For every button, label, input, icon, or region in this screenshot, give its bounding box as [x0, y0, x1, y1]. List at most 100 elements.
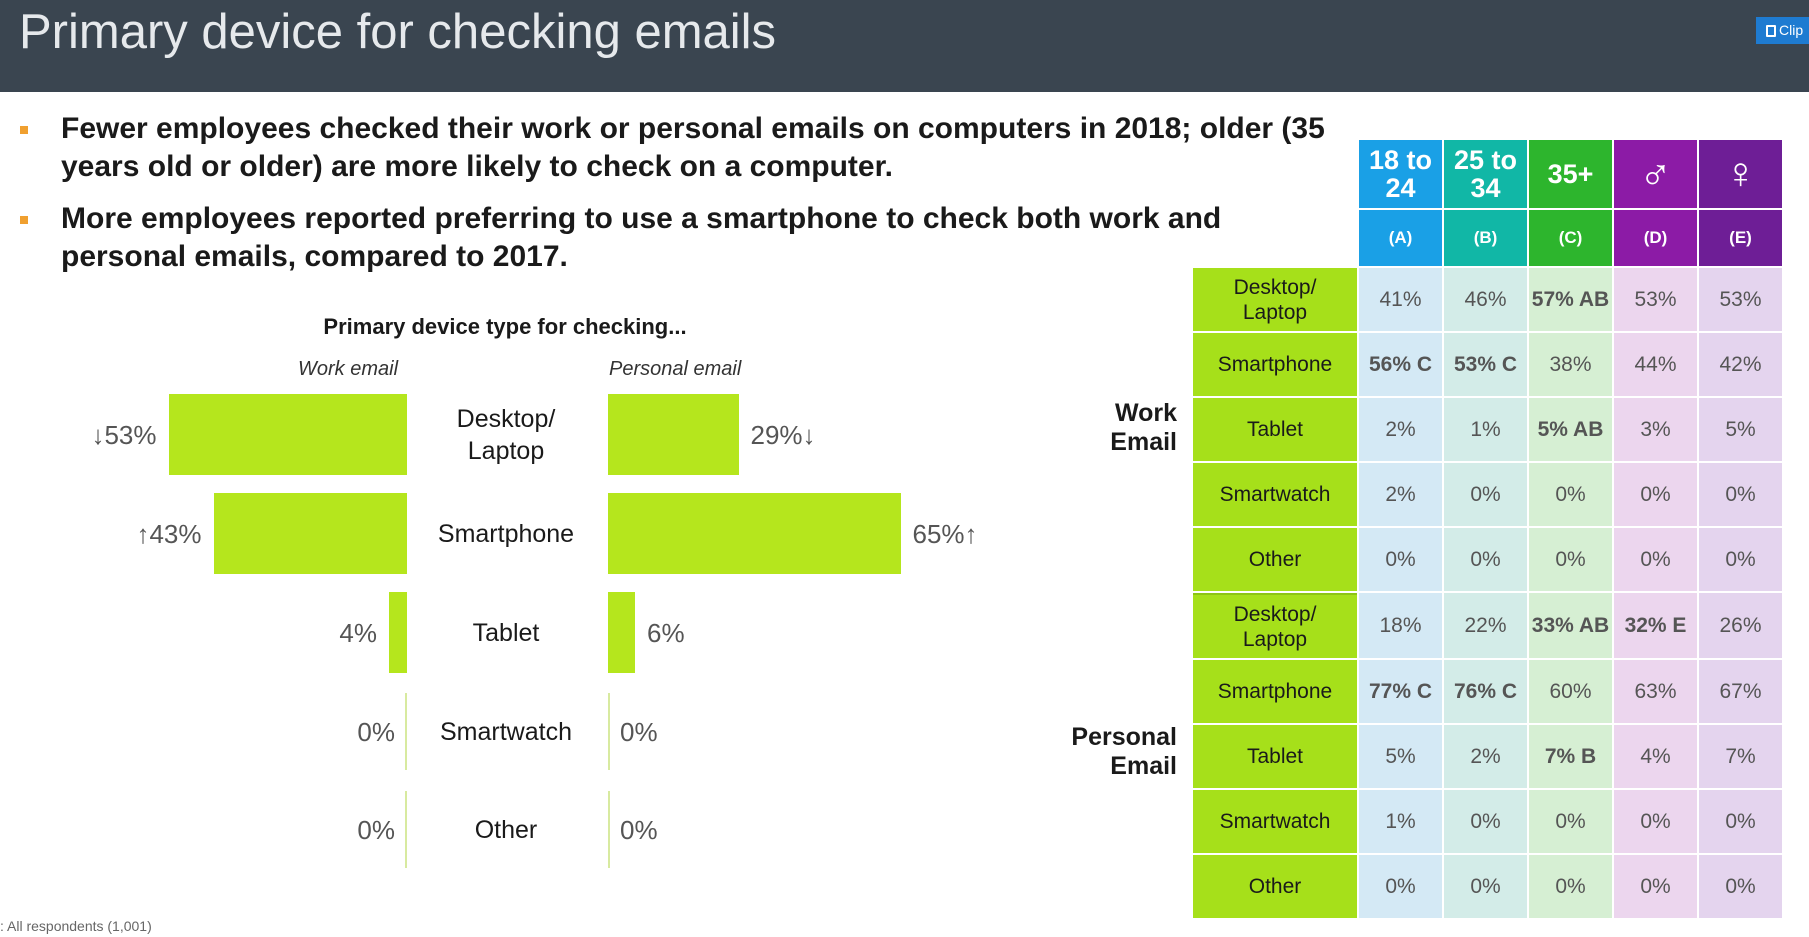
row-label: Tablet [1193, 398, 1357, 461]
table-cell: 0% [1444, 528, 1527, 591]
row-label: Other [1193, 528, 1357, 591]
table-cell: 0% [1444, 790, 1527, 853]
table-cell: 0% [1444, 855, 1527, 918]
bullet-marker [20, 216, 28, 224]
personal-bar [608, 493, 901, 574]
personal-bar [608, 394, 739, 475]
row-label: Smartphone [1193, 333, 1357, 396]
table-corner [1193, 140, 1357, 266]
table-cell: 0% [1359, 855, 1442, 918]
personal-value-label: 65%↑ [912, 518, 978, 549]
table-row: Smartwatch 2% 0% 0% 0% 0% [1193, 463, 1782, 526]
table-cell: 2% [1359, 463, 1442, 526]
column-code: (A) [1359, 210, 1442, 266]
personal-zero-line [608, 791, 610, 868]
work-bar [389, 592, 407, 673]
header-bar: Primary device for checking emails [0, 0, 1809, 92]
bullet-marker [20, 126, 28, 134]
table-cell: 38% [1529, 333, 1612, 396]
table-row: Smartwatch 1% 0% 0% 0% 0% [1193, 790, 1782, 853]
category-label: Tablet [472, 618, 540, 647]
table-cell: 63% [1614, 660, 1697, 723]
table-cell: 5% [1699, 398, 1782, 461]
personal-bar [608, 592, 635, 673]
table-row: Smartphone 56% C 53% C 38% 44% 42% [1193, 333, 1782, 396]
table-cell: 0% [1529, 790, 1612, 853]
table-cell: 77% C [1359, 660, 1442, 723]
table-cell: 33% AB [1529, 593, 1612, 658]
table-cell: 2% [1359, 398, 1442, 461]
demographic-table: 18 to 24 25 to 34 35+ ♂ ♀ (A) (B) (C) (D) (E) Deskto… [1191, 138, 1784, 920]
group-label: Personal Email [1071, 723, 1177, 780]
column-header: 25 to 34 [1444, 140, 1527, 208]
work-zero-line [405, 693, 407, 770]
column-header: 35+ [1529, 140, 1612, 208]
personal-value-label: 0% [620, 814, 658, 845]
table-cell: 7% [1699, 725, 1782, 788]
table-cell: 0% [1359, 528, 1442, 591]
row-label: Other [1193, 855, 1357, 918]
table-cell: 22% [1444, 593, 1527, 658]
table-cell: 41% [1359, 268, 1442, 331]
table-cell: 0% [1529, 463, 1612, 526]
personal-zero-line [608, 693, 610, 770]
table-cell: 0% [1699, 790, 1782, 853]
row-label: Desktop/Laptop [1193, 268, 1357, 331]
table-row: Desktop/Laptop 18% 22% 33% AB 32% E 26% [1193, 593, 1782, 658]
row-label: Smartwatch [1193, 463, 1357, 526]
table-cell: 67% [1699, 660, 1782, 723]
column-header: ♀ [1699, 140, 1782, 208]
table-cell: 5% [1359, 725, 1442, 788]
table-cell: 56% C [1359, 333, 1442, 396]
personal-value-label: 0% [620, 716, 658, 747]
work-value-label: 0% [357, 716, 395, 747]
chart-title: Primary device type for checking... [323, 314, 687, 339]
clip-icon [1766, 25, 1776, 37]
table-cell: 0% [1529, 855, 1612, 918]
personal-email-heading: Personal email [609, 358, 742, 380]
table-cell: 1% [1444, 398, 1527, 461]
work-value-label: ↑43% [136, 518, 202, 549]
table-cell: 0% [1614, 528, 1697, 591]
table-cell: 4% [1614, 725, 1697, 788]
table-row: Other 0% 0% 0% 0% 0% [1193, 855, 1782, 918]
table-cell: 2% [1444, 725, 1527, 788]
personal-value-label: 6% [647, 617, 685, 648]
work-value-label: 4% [339, 617, 377, 648]
row-label: Desktop/Laptop [1193, 593, 1357, 658]
table-cell: 0% [1699, 463, 1782, 526]
table-cell: 0% [1699, 855, 1782, 918]
table-row: Tablet 5% 2% 7% B 4% 7% [1193, 725, 1782, 788]
table-cell: 60% [1529, 660, 1612, 723]
work-bar [213, 493, 407, 574]
table-cell: 0% [1529, 528, 1612, 591]
table-cell: 18% [1359, 593, 1442, 658]
table-cell: 0% [1614, 790, 1697, 853]
column-code: (D) [1614, 210, 1697, 266]
clip-button[interactable]: Clip [1756, 17, 1809, 44]
table-cell: 42% [1699, 333, 1782, 396]
work-email-heading: Work email [298, 358, 399, 380]
column-code: (C) [1529, 210, 1612, 266]
row-label: Smartphone [1193, 660, 1357, 723]
category-label: Smartwatch [440, 717, 572, 746]
table-cell: 1% [1359, 790, 1442, 853]
category-label: Smartphone [437, 519, 575, 548]
table-row: Smartphone 77% C 76% C 60% 63% 67% [1193, 660, 1782, 723]
column-code: (E) [1699, 210, 1782, 266]
table-cell: 57% AB [1529, 268, 1612, 331]
table-cell: 5% AB [1529, 398, 1612, 461]
table-cell: 76% C [1444, 660, 1527, 723]
table-cell: 32% E [1614, 593, 1697, 658]
category-label: Desktop/Laptop [456, 404, 556, 465]
table-cell: 53% C [1444, 333, 1527, 396]
table-cell: 0% [1699, 528, 1782, 591]
table-cell: 0% [1614, 463, 1697, 526]
bullet-text: Fewer employees checked their work or pe… [61, 112, 1325, 183]
bullet-text: More employees reported preferring to us… [61, 202, 1222, 273]
table-cell: 44% [1614, 333, 1697, 396]
page-title: Primary device for checking emails [19, 5, 777, 59]
row-label: Smartwatch [1193, 790, 1357, 853]
work-bar [168, 394, 407, 475]
row-label: Tablet [1193, 725, 1357, 788]
